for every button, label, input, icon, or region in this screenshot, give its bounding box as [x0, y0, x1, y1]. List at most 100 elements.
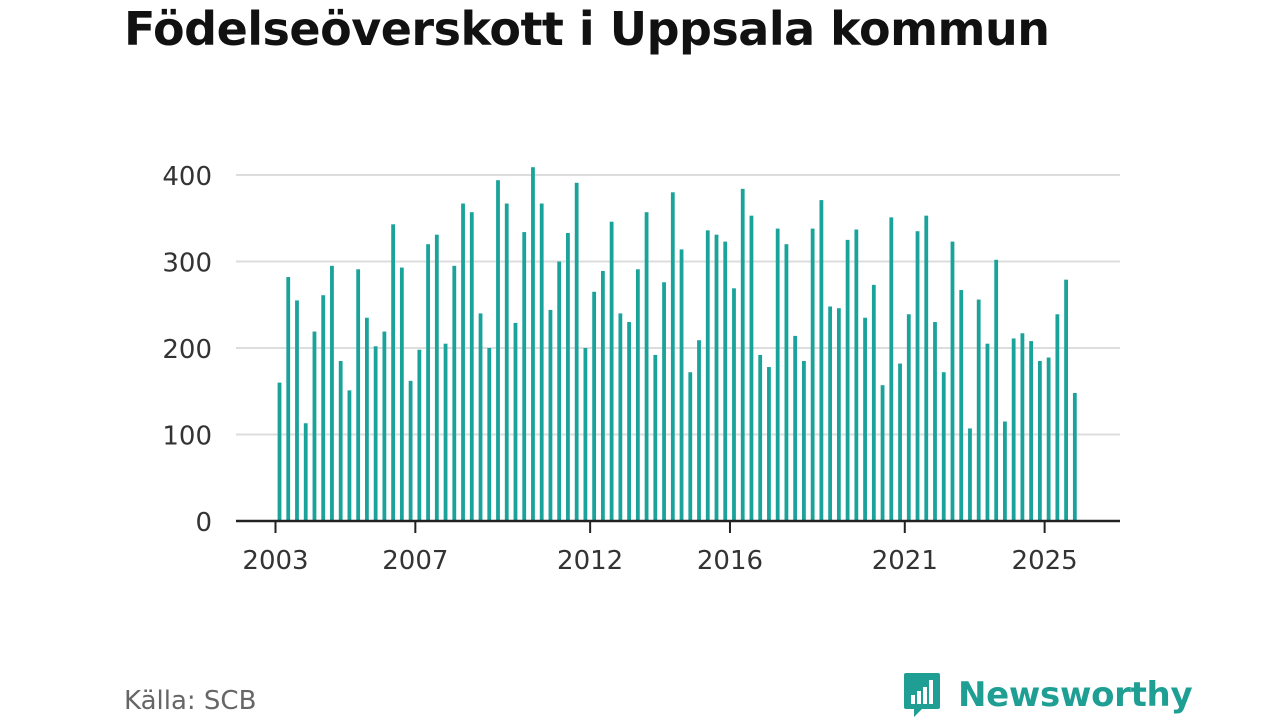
axes: 0 100 200 300 400 2003 2007 2012 2016 2021 2025	[162, 162, 1120, 576]
x-tick-label: 2025	[1012, 546, 1078, 576]
x-tick-label: 2012	[557, 546, 623, 576]
source-note: Källa: SCB	[124, 686, 257, 716]
brand-logo: Newsworthy	[902, 670, 1193, 720]
bar	[417, 349, 422, 521]
bar	[863, 317, 867, 521]
bar	[670, 192, 675, 522]
bar	[705, 230, 710, 522]
bar	[592, 291, 597, 521]
bar	[513, 322, 518, 521]
bar	[295, 300, 299, 521]
bar	[531, 167, 535, 521]
bar	[382, 331, 387, 521]
bar	[662, 282, 666, 521]
bar	[644, 212, 649, 521]
bar	[924, 215, 929, 521]
bar	[819, 200, 824, 521]
x-tick-label: 2003	[242, 546, 308, 576]
bar	[941, 372, 946, 521]
bar	[347, 390, 352, 521]
bar	[1037, 360, 1042, 521]
bar	[356, 269, 361, 521]
bar	[871, 284, 876, 521]
bar	[1029, 341, 1034, 521]
bar	[1064, 279, 1068, 521]
bar	[408, 380, 413, 521]
bar	[740, 188, 745, 521]
bar	[522, 232, 527, 521]
bar	[583, 348, 588, 521]
bar	[732, 288, 736, 521]
bar	[906, 314, 911, 521]
bar	[1072, 392, 1077, 521]
bar	[303, 423, 308, 521]
bar	[566, 232, 570, 521]
bar	[365, 317, 369, 521]
bar	[1046, 357, 1051, 521]
bar	[994, 259, 999, 521]
bar	[653, 354, 658, 521]
bar	[828, 306, 833, 521]
bar	[775, 228, 780, 521]
bar	[461, 203, 465, 522]
bar	[933, 322, 937, 521]
bar	[600, 271, 605, 521]
brand-name: Newsworthy	[958, 675, 1193, 715]
bar	[504, 203, 509, 522]
bar	[426, 244, 430, 521]
bar	[767, 367, 771, 521]
bar	[574, 182, 579, 521]
bar	[889, 217, 894, 521]
bar	[836, 308, 841, 521]
bar	[950, 241, 955, 522]
chart-title: Födelseöverskott i Uppsala kommun	[124, 2, 1050, 56]
bar	[330, 265, 334, 521]
bar	[391, 224, 396, 521]
y-tick-label: 400	[162, 162, 212, 192]
bar	[478, 313, 483, 521]
x-tick-label: 2007	[382, 546, 448, 576]
bar	[487, 348, 492, 521]
bar	[976, 299, 981, 521]
bar	[749, 215, 754, 521]
bar	[1020, 333, 1025, 521]
bar	[1011, 338, 1016, 521]
bar	[548, 309, 553, 521]
bar	[635, 269, 640, 521]
y-tick-label: 300	[162, 249, 212, 279]
bar	[793, 335, 798, 521]
bar	[679, 249, 684, 521]
bar	[338, 360, 343, 521]
bar	[496, 180, 500, 521]
bar	[609, 221, 614, 521]
bar	[697, 340, 701, 521]
y-tick-label: 0	[195, 508, 212, 538]
x-tick-label: 2016	[697, 546, 763, 576]
bar-series	[277, 167, 1077, 522]
bar	[557, 261, 562, 521]
bar	[968, 428, 972, 521]
bar	[915, 231, 920, 521]
bar	[714, 234, 719, 521]
bar	[539, 203, 544, 522]
bar	[758, 354, 763, 521]
bar	[845, 239, 850, 521]
bar	[898, 363, 902, 521]
y-tick-label: 200	[162, 335, 212, 365]
bar	[802, 360, 806, 521]
x-tick-label: 2021	[872, 546, 938, 576]
bar	[985, 343, 990, 521]
bar	[321, 295, 326, 521]
bar	[618, 313, 623, 521]
bar	[1055, 314, 1060, 521]
bar	[627, 322, 631, 521]
bar	[1003, 421, 1007, 521]
y-tick-label: 100	[162, 422, 212, 452]
bar	[434, 234, 439, 521]
bar	[959, 290, 964, 521]
bar	[810, 228, 815, 521]
bar	[784, 244, 789, 521]
bar	[443, 343, 448, 521]
bar	[312, 331, 317, 521]
bar	[286, 277, 291, 521]
